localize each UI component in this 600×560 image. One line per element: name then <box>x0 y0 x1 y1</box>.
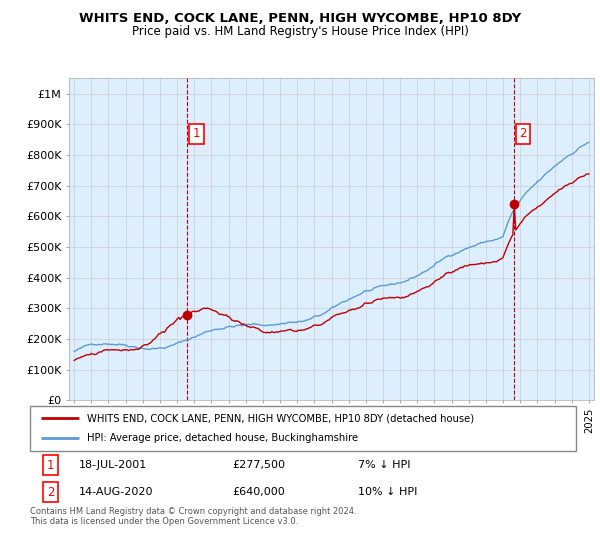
Text: 18-JUL-2001: 18-JUL-2001 <box>79 460 148 470</box>
Text: WHITS END, COCK LANE, PENN, HIGH WYCOMBE, HP10 8DY (detached house): WHITS END, COCK LANE, PENN, HIGH WYCOMBE… <box>88 413 475 423</box>
Text: 1: 1 <box>193 127 200 140</box>
Text: £277,500: £277,500 <box>232 460 285 470</box>
Text: £640,000: £640,000 <box>232 487 285 497</box>
Text: Contains HM Land Registry data © Crown copyright and database right 2024.
This d: Contains HM Land Registry data © Crown c… <box>30 507 356 526</box>
Text: Price paid vs. HM Land Registry's House Price Index (HPI): Price paid vs. HM Land Registry's House … <box>131 25 469 38</box>
Text: 14-AUG-2020: 14-AUG-2020 <box>79 487 154 497</box>
Text: 2: 2 <box>520 127 527 140</box>
Text: 2: 2 <box>47 486 55 499</box>
Text: 1: 1 <box>47 459 55 472</box>
Text: 7% ↓ HPI: 7% ↓ HPI <box>358 460 410 470</box>
Text: HPI: Average price, detached house, Buckinghamshire: HPI: Average price, detached house, Buck… <box>88 433 358 444</box>
Text: 10% ↓ HPI: 10% ↓ HPI <box>358 487 417 497</box>
Text: WHITS END, COCK LANE, PENN, HIGH WYCOMBE, HP10 8DY: WHITS END, COCK LANE, PENN, HIGH WYCOMBE… <box>79 12 521 25</box>
